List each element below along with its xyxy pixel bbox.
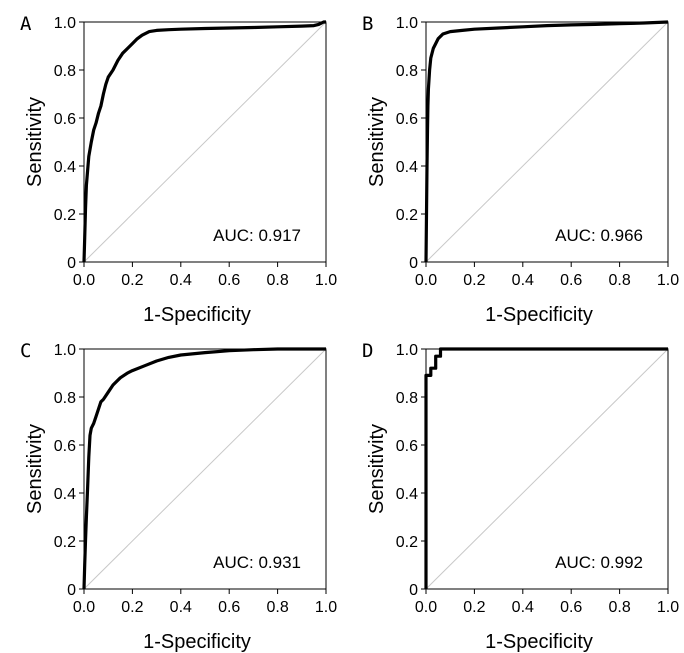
reference-diagonal-line (425, 21, 669, 263)
y-tick-label: 0.4 (396, 486, 418, 503)
y-tick-label: 0.8 (396, 63, 418, 80)
y-tick-label: 0.2 (54, 534, 76, 551)
roc-chart-b: B 0.0 0.2 0.4 0.6 0.8 1.0 0 0.2 0.4 0.6 0.8 1.0 1-Spe… (362, 13, 679, 326)
reference-diagonal-line (83, 21, 327, 263)
roc-curve-line (82, 347, 326, 590)
y-tick-label: 0 (67, 255, 76, 272)
x-tick-label: 0.4 (512, 272, 534, 289)
x-tick-label: 0.2 (463, 272, 485, 289)
y-tick-label: 0 (409, 582, 418, 599)
x-tick-label: 0.6 (218, 599, 240, 616)
roc-panel-c: C 0.0 0.2 0.4 0.6 0.8 1.0 0 0.2 0.4 0.6 0.8 1.0 1-Spe… (0, 327, 342, 653)
y-tick-label: 0.2 (54, 207, 76, 224)
x-tick-label: 0.0 (73, 272, 95, 289)
y-tick-label: 0.2 (396, 534, 418, 551)
panel-label: A (20, 13, 32, 35)
reference-diagonal-line (83, 348, 327, 590)
x-tick-label: 0.6 (560, 599, 582, 616)
y-axis-title: Sensitivity (366, 97, 388, 187)
y-axis-title: Sensitivity (24, 424, 46, 514)
panel-label: D (362, 340, 373, 362)
x-tick-label: 0.4 (170, 272, 192, 289)
x-tick-label: 0.2 (121, 599, 143, 616)
y-tick-label: 0.4 (396, 159, 418, 176)
y-tick-label: 0.4 (54, 486, 76, 503)
roc-chart-a: A 0.0 0.2 0.4 0.6 0.8 1.0 0 0.2 0.4 0.6 0.8 1.0 1-Spe… (20, 13, 337, 326)
plot-frame (83, 21, 327, 263)
x-tick-label: 1.0 (315, 599, 337, 616)
x-axis-title: 1-Specificity (143, 631, 251, 653)
roc-curve-line (424, 347, 668, 589)
panel-label: C (20, 340, 31, 362)
x-tick-label: 0.6 (218, 272, 240, 289)
x-tick-label: 1.0 (657, 272, 679, 289)
auc-annotation: AUC: 0.992 (555, 553, 643, 572)
roc-panel-b: B 0.0 0.2 0.4 0.6 0.8 1.0 0 0.2 0.4 0.6 0.8 1.0 1-Spe… (342, 0, 684, 326)
y-tick-label: 1.0 (54, 342, 76, 359)
y-tick-label: 0.8 (54, 390, 76, 407)
y-tick-label: 0.4 (54, 159, 76, 176)
y-tick-label: 0.6 (54, 438, 76, 455)
x-axis-title: 1-Specificity (485, 304, 593, 326)
y-tick-label: 1.0 (396, 342, 418, 359)
panel-label: B (362, 13, 373, 35)
auc-annotation: AUC: 0.917 (213, 226, 301, 245)
x-tick-label: 0.0 (415, 599, 437, 616)
roc-curve-line (82, 20, 326, 263)
x-tick-label: 0.8 (266, 599, 288, 616)
y-tick-label: 1.0 (396, 15, 418, 32)
x-tick-label: 0.2 (121, 272, 143, 289)
x-axis-title: 1-Specificity (485, 631, 593, 653)
y-tick-label: 0.8 (396, 390, 418, 407)
y-axis-title: Sensitivity (366, 424, 388, 514)
plot-frame (83, 348, 327, 590)
x-tick-label: 0.0 (73, 599, 95, 616)
x-tick-label: 0.8 (266, 272, 288, 289)
x-tick-label: 0.0 (415, 272, 437, 289)
x-tick-label: 0.2 (463, 599, 485, 616)
y-tick-label: 0.6 (396, 111, 418, 128)
y-tick-label: 0.8 (54, 63, 76, 80)
y-tick-label: 0.2 (396, 207, 418, 224)
x-tick-label: 0.4 (512, 599, 534, 616)
roc-chart-c: C 0.0 0.2 0.4 0.6 0.8 1.0 0 0.2 0.4 0.6 0.8 1.0 1-Spe… (20, 340, 337, 653)
x-tick-label: 0.4 (170, 599, 192, 616)
auc-annotation: AUC: 0.966 (555, 226, 643, 245)
reference-diagonal-line (425, 348, 669, 590)
y-tick-label: 0 (67, 582, 76, 599)
roc-curve-line (424, 20, 669, 263)
roc-panel-a: A 0.0 0.2 0.4 0.6 0.8 1.0 0 0.2 0.4 0.6 0.8 1.0 1-Spe… (0, 0, 342, 326)
auc-annotation: AUC: 0.931 (213, 553, 301, 572)
y-tick-label: 0.6 (54, 111, 76, 128)
x-tick-label: 0.8 (608, 599, 630, 616)
x-tick-label: 1.0 (315, 272, 337, 289)
y-tick-label: 1.0 (54, 15, 76, 32)
roc-chart-d: D 0.0 0.2 0.4 0.6 0.8 1.0 0 0.2 0.4 0.6 0.8 1.0 1-Spe… (362, 340, 679, 653)
y-axis-title: Sensitivity (24, 97, 46, 187)
y-tick-label: 0 (409, 255, 418, 272)
x-tick-label: 0.6 (560, 272, 582, 289)
x-tick-label: 0.8 (608, 272, 630, 289)
roc-panel-d: D 0.0 0.2 0.4 0.6 0.8 1.0 0 0.2 0.4 0.6 0.8 1.0 1-Spe… (342, 327, 684, 653)
x-axis-title: 1-Specificity (143, 304, 251, 326)
x-tick-label: 1.0 (657, 599, 679, 616)
y-tick-label: 0.6 (396, 438, 418, 455)
